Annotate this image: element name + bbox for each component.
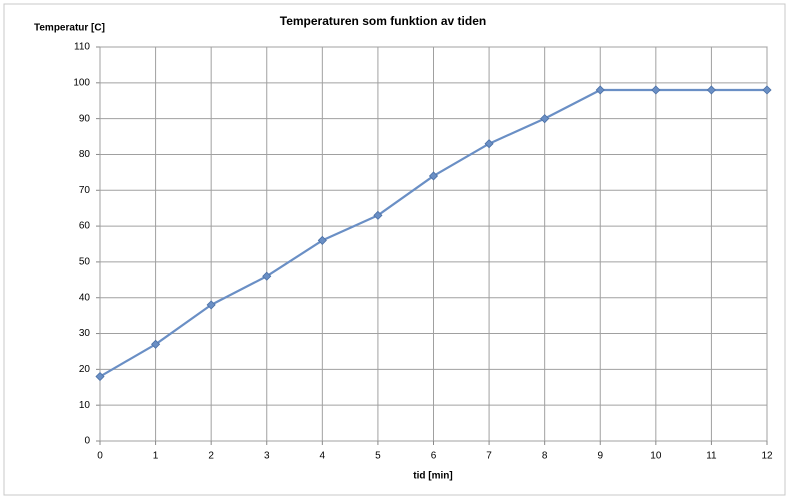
data-point [651,85,661,95]
x-tick-label: 12 [761,451,773,462]
data-point [151,339,161,349]
y-tick-label: 110 [74,42,90,53]
x-axis-title: tid [min] [413,471,452,482]
x-tick-label: 3 [264,451,270,462]
y-axis-title: Temperatur [C] [34,23,105,34]
data-point [428,171,439,181]
y-tick-label: 60 [79,221,91,232]
y-tick-label: 10 [79,400,91,411]
data-point [706,85,716,95]
data-point [484,139,494,149]
y-tick-label: 30 [79,328,91,339]
data-point [262,271,272,281]
x-tick-label: 6 [431,451,437,462]
data-point [95,371,105,382]
x-tick-label: 1 [153,451,159,462]
y-tick-label: 40 [79,292,91,303]
data-point [373,210,383,220]
data-point [595,85,605,95]
x-tick-label: 8 [542,451,548,462]
data-point [317,235,327,245]
y-tick-label: 80 [79,149,91,160]
y-tick-label: 0 [84,436,90,447]
x-tick-label: 11 [706,451,717,462]
x-tick-label: 4 [320,451,326,462]
x-tick-label: 10 [650,451,662,462]
x-tick-label: 9 [597,451,603,462]
x-tick-label: 7 [486,451,492,462]
y-tick-label: 100 [73,77,90,88]
x-tick-label: 5 [375,451,381,462]
y-tick-label: 70 [79,185,91,196]
chart-title: Temperaturen som funktion av tiden [280,14,486,28]
y-tick-label: 50 [79,257,91,268]
y-tick-label: 90 [79,113,91,124]
data-point [540,114,550,124]
data-point [206,300,216,310]
y-tick-label: 20 [79,364,91,375]
data-point [762,85,772,95]
x-tick-label: 2 [208,451,214,462]
x-tick-label: 0 [97,451,103,462]
